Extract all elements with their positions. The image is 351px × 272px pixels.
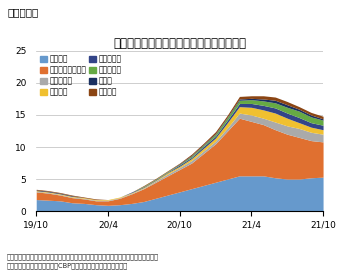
- Title: メキシコ国境からの不法越境者数（国別）: メキシコ国境からの不法越境者数（国別）: [113, 37, 246, 50]
- Text: （図表３）: （図表３）: [7, 7, 38, 17]
- Legend: メキシコ, 中米北部三角地帯, エクアドル, ブラジル, ニカラグア, ベネズエラ, ハイチ, キューバ: メキシコ, 中米北部三角地帯, エクアドル, ブラジル, ニカラグア, ベネズエ…: [40, 55, 121, 97]
- Text: （注）国境警備局が南西国境での入国不許可、逐捕、国外追放した人の出身国別人数: （注）国境警備局が南西国境での入国不許可、逐捕、国外追放した人の出身国別人数: [7, 253, 159, 260]
- Text: （資料）税関・国境取締局（CBP）よりニッセイ基礎研究所作成: （資料）税関・国境取締局（CBP）よりニッセイ基礎研究所作成: [7, 262, 128, 269]
